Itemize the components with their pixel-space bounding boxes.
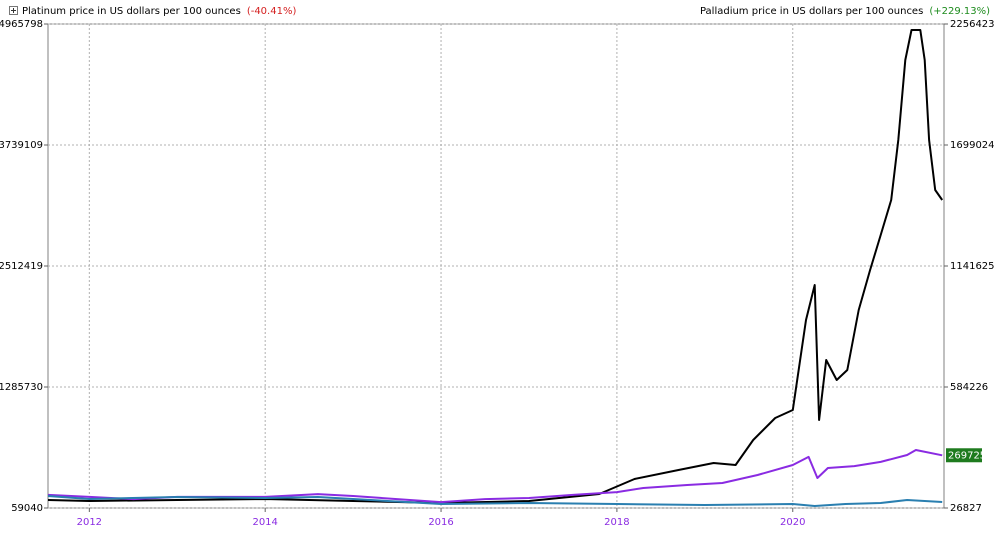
series-line <box>47 495 943 507</box>
legend-right: Palladium price in US dollars per 100 ou… <box>700 6 923 17</box>
y2-tick-label: 2256423 <box>950 19 995 30</box>
x-tick-label: 2012 <box>77 517 102 528</box>
series-line <box>47 29 944 504</box>
grid <box>48 23 944 509</box>
last-value-box <box>946 448 982 463</box>
x-tick-label: 2016 <box>428 517 453 528</box>
legend-right-change: (+229.13%) <box>929 6 990 17</box>
legend-left-change: (-40.41%) <box>247 6 297 17</box>
y-tick-label: 4965798 <box>0 19 43 30</box>
y-tick-label: 2512419 <box>0 261 43 272</box>
legend-icon[interactable] <box>9 6 18 15</box>
legend-left: Platinum price in US dollars per 100 oun… <box>22 6 241 17</box>
y-tick-label: 3739109 <box>0 140 43 151</box>
y2-tick-label: 584226 <box>950 382 988 393</box>
x-tick-label: 2018 <box>604 517 629 528</box>
last-value-label: 269725 <box>948 450 986 461</box>
x-tick-label: 2020 <box>780 517 805 528</box>
y2-tick-label: 1141625 <box>950 261 995 272</box>
y2-tick-label: 26827 <box>950 503 982 514</box>
y-tick-label: 1285730 <box>0 382 43 393</box>
y2-tick-label: 1699024 <box>950 140 995 151</box>
x-tick-label: 2014 <box>252 517 277 528</box>
y-tick-label: 59040 <box>11 503 43 514</box>
